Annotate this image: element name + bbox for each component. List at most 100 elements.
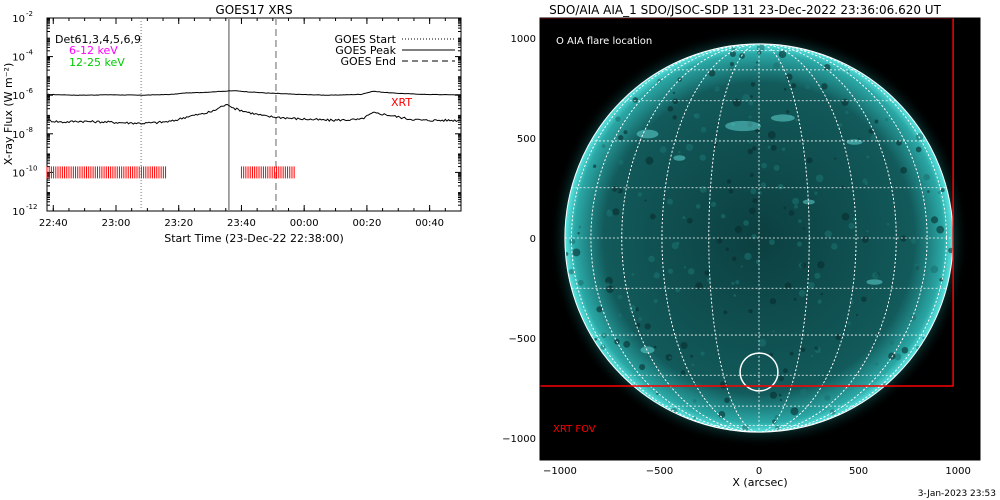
disk-texture xyxy=(794,204,798,209)
disk-texture xyxy=(569,238,576,245)
disk-texture xyxy=(594,337,598,341)
disk-texture xyxy=(656,392,659,395)
disk-texture xyxy=(704,270,710,276)
disk-texture xyxy=(623,130,628,135)
disk-texture xyxy=(747,122,753,128)
legend-goes-end: GOES End xyxy=(340,55,396,68)
series-12-25-kev-line xyxy=(46,103,462,125)
disk-texture xyxy=(814,346,819,351)
disk-texture xyxy=(852,217,857,222)
disk-texture xyxy=(817,261,825,269)
disk-texture xyxy=(606,285,614,293)
longitude-line xyxy=(621,43,897,433)
disk-texture xyxy=(773,164,780,171)
disk-texture xyxy=(734,226,743,234)
disk-texture xyxy=(729,50,737,58)
disk-texture xyxy=(748,139,752,144)
bright-active-region xyxy=(673,155,686,161)
disk-texture xyxy=(936,225,945,234)
disk-texture xyxy=(888,352,896,360)
bright-active-region xyxy=(866,279,883,285)
legend-goes-peak: GOES Peak xyxy=(335,44,396,57)
disk-texture xyxy=(632,97,639,103)
y-tick-exponent: -12 xyxy=(26,203,37,211)
aia-y-tick-label: 0 xyxy=(530,234,536,245)
disk-texture xyxy=(855,313,859,317)
xrt-fov-label: XRT FOV xyxy=(553,424,596,435)
disk-texture xyxy=(572,248,581,257)
disk-texture xyxy=(635,322,641,328)
disk-texture xyxy=(814,191,818,195)
disk-texture xyxy=(920,247,927,254)
disk-texture xyxy=(862,178,868,184)
disk-texture xyxy=(750,95,753,98)
bright-active-region xyxy=(725,120,761,132)
disk-texture xyxy=(691,363,694,366)
disk-texture xyxy=(901,346,909,354)
disk-texture xyxy=(623,340,631,348)
bright-active-region xyxy=(770,114,795,122)
disk-texture xyxy=(838,123,843,127)
aia-title: SDO/AIA AIA_1 SDO/JSOC-SDP 131 23-Dec-20… xyxy=(549,3,942,17)
aia-x-tick-label: −500 xyxy=(646,466,673,477)
y-tick-label: 10 xyxy=(12,130,25,141)
disk-texture xyxy=(770,144,777,151)
disk-texture xyxy=(728,189,734,194)
xrt-coverage-bars xyxy=(46,166,295,179)
bright-active-region xyxy=(802,199,815,205)
series-6-12-kev-line xyxy=(47,90,462,96)
disk-texture xyxy=(841,185,845,190)
y-tick-exponent: -8 xyxy=(26,126,33,134)
disk-texture xyxy=(699,186,707,193)
disk-texture xyxy=(568,268,575,275)
disk-texture xyxy=(751,146,757,151)
disk-texture xyxy=(685,143,694,151)
disk-texture xyxy=(648,255,655,263)
y-tick-label: 10 xyxy=(12,53,25,64)
disk-texture xyxy=(773,62,780,70)
disk-texture xyxy=(890,341,894,345)
disk-texture xyxy=(692,399,697,403)
disk-texture xyxy=(753,65,758,70)
disk-texture xyxy=(693,113,698,118)
aia-y-tick-label: −500 xyxy=(509,334,536,345)
goes-plot-frame xyxy=(46,17,462,212)
disk-texture xyxy=(714,85,720,92)
disk-texture xyxy=(748,100,754,106)
disk-texture xyxy=(668,356,672,359)
disk-texture xyxy=(922,336,925,340)
disk-texture xyxy=(791,83,797,89)
disk-texture xyxy=(777,183,784,190)
disk-texture xyxy=(781,147,786,152)
disk-texture xyxy=(845,110,849,115)
disk-texture xyxy=(866,155,870,159)
disk-texture xyxy=(747,148,754,155)
disk-texture xyxy=(605,282,610,287)
goes-time-markers xyxy=(140,18,277,211)
disk-texture xyxy=(731,47,736,52)
disk-texture xyxy=(792,197,800,205)
disk-texture xyxy=(682,216,686,220)
disk-texture xyxy=(900,166,908,174)
disk-texture xyxy=(672,91,676,95)
disk-texture xyxy=(732,98,741,107)
disk-texture xyxy=(940,188,945,193)
aia-x-tick-label: 0 xyxy=(756,466,762,477)
goes-x-ticks: 22:40 23:00 23:20 23:40 00:00 00:20 00:40 xyxy=(39,18,462,229)
disk-texture xyxy=(612,186,618,192)
disk-texture xyxy=(820,292,824,296)
x-tick-label: 23:40 xyxy=(227,218,256,229)
disk-texture xyxy=(617,294,623,300)
legend-goes-start: GOES Start xyxy=(335,33,397,46)
disk-texture xyxy=(750,82,756,87)
disk-texture xyxy=(896,140,902,146)
disk-texture xyxy=(752,77,756,80)
disk-texture xyxy=(677,150,681,154)
disk-texture xyxy=(596,306,603,313)
disk-texture xyxy=(894,353,902,361)
disk-texture xyxy=(729,61,735,67)
disk-texture xyxy=(814,272,821,279)
disk-texture xyxy=(829,409,836,415)
disk-texture xyxy=(769,352,774,357)
